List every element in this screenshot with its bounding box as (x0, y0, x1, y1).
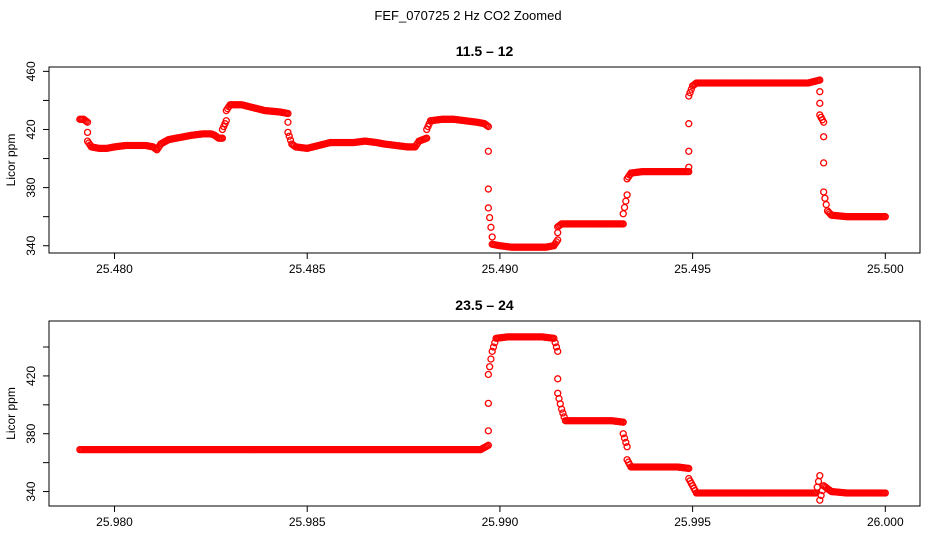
data-point (623, 191, 631, 199)
data-point (487, 355, 495, 363)
data-point (487, 223, 495, 231)
data-point (484, 122, 493, 131)
y-tick-label: 420 (24, 119, 38, 139)
data-point (284, 109, 292, 118)
data-point (557, 405, 566, 413)
x-tick-label: 25.485 (289, 262, 326, 276)
data-point (820, 133, 828, 141)
data-point (814, 477, 823, 486)
data-point (83, 128, 92, 137)
data-point (484, 399, 493, 408)
data-point (284, 118, 292, 126)
x-tick-label: 25.480 (96, 262, 133, 276)
data-point (488, 347, 496, 356)
data-point (218, 134, 227, 142)
data-point (816, 471, 824, 480)
panel-title-1: 11.5 – 12 (456, 43, 514, 59)
data-point (822, 200, 830, 209)
data-point (484, 427, 493, 435)
y-tick-label: 340 (24, 235, 38, 255)
data-point (484, 370, 493, 379)
x-tick-label: 26.000 (867, 515, 904, 529)
data-point (222, 117, 230, 125)
x-tick-label: 25.490 (482, 262, 519, 276)
data-point (619, 418, 627, 426)
x-tick-label: 25.990 (482, 515, 519, 529)
data-point (821, 194, 829, 202)
data-point (685, 120, 693, 128)
y-tick-label: 460 (24, 61, 38, 81)
panel-title-2: 23.5 – 24 (455, 297, 514, 313)
data-point (423, 134, 431, 142)
data-point (554, 236, 562, 244)
data-point (620, 203, 629, 212)
data-point (550, 334, 558, 342)
data-point (686, 89, 694, 97)
data-point (817, 491, 825, 500)
y-axis-label-1: Licor ppm (4, 134, 18, 187)
data-point (552, 343, 561, 351)
data-point (488, 233, 496, 241)
y-tick-label: 380 (24, 423, 38, 443)
data-point (623, 443, 631, 451)
plot-frame-1 (48, 66, 921, 254)
data-point (685, 92, 693, 100)
data-point (685, 167, 693, 176)
data-point (484, 147, 493, 155)
data-point (619, 220, 627, 228)
x-tick-label: 25.500 (867, 262, 904, 276)
y-axis-label-2: Licor ppm (4, 387, 18, 440)
data-point (554, 347, 562, 356)
figure-title: FEF_070725 2 Hz CO2 Zoomed (374, 8, 562, 23)
x-tick-label: 25.985 (289, 515, 326, 529)
data-point (816, 496, 824, 504)
x-tick-label: 25.495 (674, 262, 711, 276)
data-point (685, 163, 693, 171)
data-point (484, 441, 493, 449)
data-point (554, 375, 562, 383)
data-point (685, 464, 693, 473)
data-point (820, 188, 828, 196)
data-point (82, 117, 90, 125)
y-tick-label: 340 (24, 481, 38, 501)
data-point (685, 147, 693, 155)
data-point (619, 430, 627, 438)
data-point (489, 343, 498, 351)
x-tick-label: 25.995 (674, 515, 711, 529)
plot-frame-2 (48, 320, 921, 507)
data-point (485, 213, 494, 222)
y-tick-label: 380 (24, 177, 38, 197)
y-tick-label: 420 (24, 366, 38, 386)
data-point (485, 363, 494, 371)
data-point (816, 88, 824, 96)
data-point (559, 409, 567, 417)
data-point (620, 434, 629, 442)
data-point (551, 339, 559, 347)
data-point (622, 438, 630, 447)
data-point (484, 204, 493, 212)
data-point (484, 185, 493, 193)
data-point (816, 76, 824, 84)
data-point (622, 197, 630, 205)
data-point (619, 210, 627, 218)
data-point (881, 213, 889, 221)
x-tick-label: 25.980 (96, 515, 133, 529)
data-point (483, 121, 491, 130)
data-point (820, 118, 828, 126)
data-point (284, 128, 292, 137)
data-point (285, 132, 293, 140)
data-point (554, 229, 562, 237)
data-point (881, 489, 889, 497)
data-point (83, 118, 92, 126)
data-point (816, 99, 824, 107)
data-point (820, 159, 828, 167)
